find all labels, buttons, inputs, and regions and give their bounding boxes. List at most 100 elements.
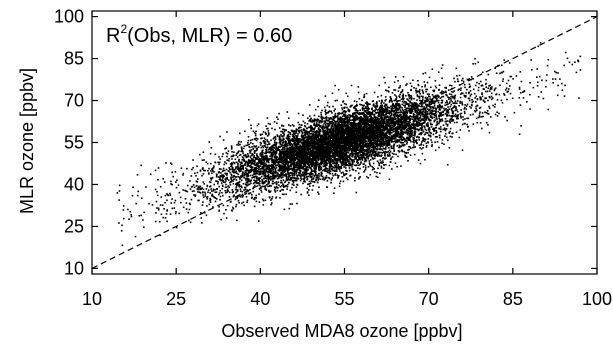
scatter-point	[247, 183, 250, 186]
scatter-point	[397, 150, 400, 152]
scatter-point	[224, 161, 226, 163]
scatter-point	[319, 163, 322, 165]
scatter-point	[244, 173, 247, 176]
scatter-point	[259, 186, 262, 189]
scatter-point	[136, 194, 139, 197]
scatter-point	[332, 134, 335, 136]
scatter-point	[377, 120, 379, 123]
scatter-point	[255, 194, 257, 197]
scatter-point	[226, 189, 228, 192]
scatter-point	[231, 151, 233, 153]
scatter-point	[253, 145, 255, 147]
scatter-point	[487, 87, 489, 89]
scatter-point	[378, 115, 381, 118]
scatter-point	[421, 123, 424, 125]
scatter-point	[457, 117, 460, 120]
scatter-point	[332, 140, 334, 142]
scatter-point	[446, 125, 449, 127]
scatter-point	[245, 162, 247, 164]
scatter-point	[325, 139, 327, 141]
scatter-point	[412, 134, 415, 136]
scatter-point	[348, 117, 351, 119]
scatter-point	[278, 141, 281, 144]
scatter-point	[317, 174, 319, 176]
scatter-point	[369, 111, 371, 113]
scatter-point	[479, 80, 482, 83]
scatter-point	[438, 106, 441, 109]
scatter-point	[289, 143, 292, 146]
scatter-point	[339, 143, 341, 145]
scatter-point	[410, 127, 413, 130]
scatter-point	[389, 150, 392, 153]
scatter-point	[157, 179, 159, 181]
scatter-point	[215, 176, 218, 178]
scatter-point	[404, 104, 406, 107]
scatter-point	[441, 90, 443, 92]
scatter-point	[388, 178, 391, 181]
scatter-point	[272, 169, 274, 171]
scatter-point	[467, 97, 470, 100]
scatter-point	[369, 138, 372, 140]
scatter-point	[234, 168, 237, 170]
scatter-point	[376, 140, 378, 143]
scatter-point	[389, 114, 392, 117]
scatter-point	[373, 91, 376, 94]
scatter-point	[259, 152, 262, 154]
scatter-point	[353, 106, 356, 108]
scatter-point	[244, 183, 247, 185]
scatter-point	[364, 164, 367, 167]
scatter-point	[302, 182, 304, 185]
scatter-point	[420, 144, 422, 146]
scatter-point	[564, 51, 567, 54]
scatter-point	[223, 163, 225, 166]
scatter-point	[398, 103, 400, 106]
scatter-point	[310, 167, 312, 169]
scatter-point	[244, 169, 247, 172]
scatter-point	[577, 59, 579, 62]
scatter-point	[336, 174, 339, 176]
scatter-point	[412, 106, 415, 108]
scatter-point	[431, 94, 434, 96]
scatter-point	[277, 173, 279, 176]
scatter-point	[356, 118, 359, 121]
scatter-point	[430, 139, 432, 141]
scatter-point	[413, 118, 416, 120]
scatter-point	[230, 148, 233, 150]
scatter-point	[486, 90, 489, 93]
scatter-point	[178, 191, 181, 194]
scatter-point	[271, 202, 273, 204]
scatter-point	[475, 95, 478, 98]
scatter-point	[270, 139, 272, 142]
scatter-point	[376, 137, 378, 140]
scatter-point	[307, 175, 309, 178]
scatter-point	[420, 127, 423, 130]
scatter-point	[294, 145, 297, 147]
scatter-point	[448, 114, 451, 117]
scatter-point	[247, 159, 250, 161]
scatter-point	[351, 152, 353, 155]
scatter-point	[448, 97, 450, 99]
scatter-point	[503, 59, 505, 61]
scatter-point	[224, 189, 226, 192]
scatter-point	[224, 147, 226, 150]
scatter-point	[432, 133, 435, 136]
scatter-point	[318, 193, 320, 195]
scatter-point	[300, 167, 303, 170]
scatter-point	[264, 174, 267, 176]
scatter-point	[251, 174, 254, 177]
scatter-point	[231, 158, 233, 160]
scatter-point	[323, 117, 325, 120]
scatter-point	[143, 226, 145, 228]
scatter-point	[364, 116, 366, 119]
scatter-point	[413, 153, 416, 156]
scatter-point	[433, 120, 436, 122]
scatter-point	[445, 86, 447, 89]
scatter-point	[409, 119, 411, 122]
scatter-point	[320, 163, 323, 166]
scatter-point	[423, 81, 426, 83]
scatter-point	[259, 184, 261, 187]
scatter-point	[426, 88, 429, 91]
scatter-point	[307, 150, 310, 153]
scatter-point	[383, 152, 386, 155]
scatter-point	[356, 103, 358, 106]
